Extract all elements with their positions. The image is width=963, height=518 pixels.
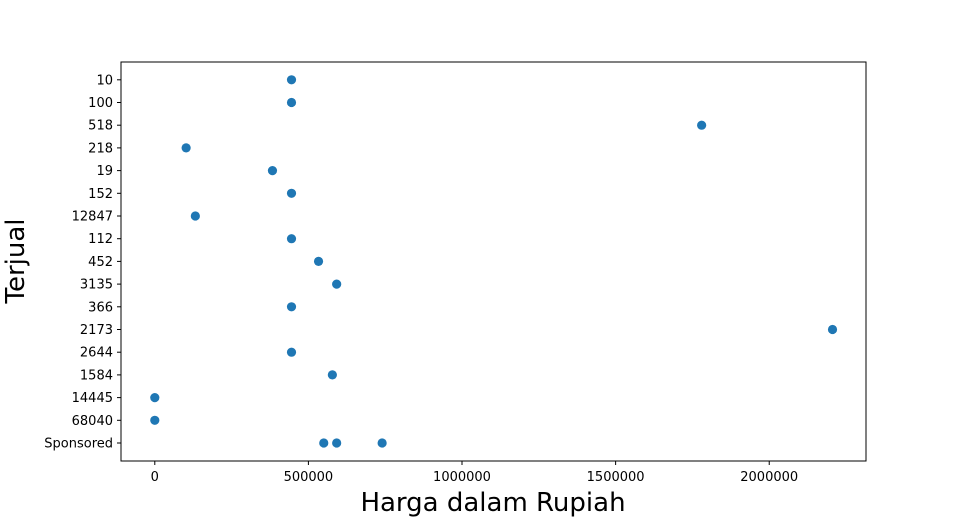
y-tick-label: 366 bbox=[88, 300, 113, 315]
plot-area bbox=[150, 75, 838, 448]
x-tick-label: 2000000 bbox=[740, 470, 798, 485]
x-tick-label: 0 bbox=[151, 470, 159, 485]
y-tick-label: 2173 bbox=[80, 323, 113, 338]
x-axis-ticks: 0 500000 1000000 1500000 2000000 bbox=[151, 461, 798, 485]
data-point bbox=[313, 256, 324, 266]
y-tick-label: 152 bbox=[88, 187, 113, 202]
y-tick-label: 2644 bbox=[80, 346, 113, 361]
y-tick-label: 12847 bbox=[72, 210, 113, 225]
y-tick-label: 3135 bbox=[80, 278, 113, 293]
y-tick-label: 100 bbox=[88, 96, 113, 111]
x-tick-label: 1000000 bbox=[433, 470, 491, 485]
data-point bbox=[319, 438, 329, 448]
y-tick-label: 68040 bbox=[72, 414, 113, 429]
data-point bbox=[286, 188, 297, 198]
y-tick-label: 10 bbox=[96, 73, 113, 88]
data-point bbox=[181, 143, 191, 153]
data-point bbox=[286, 347, 297, 357]
data-point bbox=[267, 166, 278, 176]
x-tick-label: 1500000 bbox=[587, 470, 645, 485]
data-point bbox=[332, 438, 342, 448]
x-axis-title: Harga dalam Rupiah bbox=[360, 488, 625, 518]
y-axis-title: Terjual bbox=[1, 218, 31, 304]
y-tick-label: 112 bbox=[88, 232, 113, 247]
y-tick-label: 19 bbox=[96, 164, 113, 179]
data-point bbox=[377, 438, 387, 448]
y-axis-ticks: Sponsored 68040 14445 1584 2644 2173 366 3135 45… bbox=[44, 73, 121, 452]
data-point bbox=[150, 415, 160, 425]
y-tick-label: Sponsored bbox=[44, 437, 113, 452]
data-point bbox=[286, 97, 297, 108]
data-point bbox=[150, 393, 160, 403]
y-tick-label: 14445 bbox=[72, 391, 113, 406]
data-point bbox=[827, 324, 838, 335]
y-tick-label: 1584 bbox=[80, 368, 113, 383]
y-tick-label: 452 bbox=[88, 255, 113, 270]
data-point bbox=[190, 211, 200, 221]
data-point bbox=[697, 120, 707, 130]
data-point bbox=[332, 279, 342, 289]
data-point bbox=[286, 302, 297, 312]
x-tick-label: 500000 bbox=[284, 470, 334, 485]
y-tick-label: 518 bbox=[88, 119, 113, 134]
data-point bbox=[327, 370, 337, 380]
data-point bbox=[286, 234, 297, 244]
y-tick-label: 218 bbox=[88, 141, 113, 156]
data-point bbox=[286, 75, 297, 85]
